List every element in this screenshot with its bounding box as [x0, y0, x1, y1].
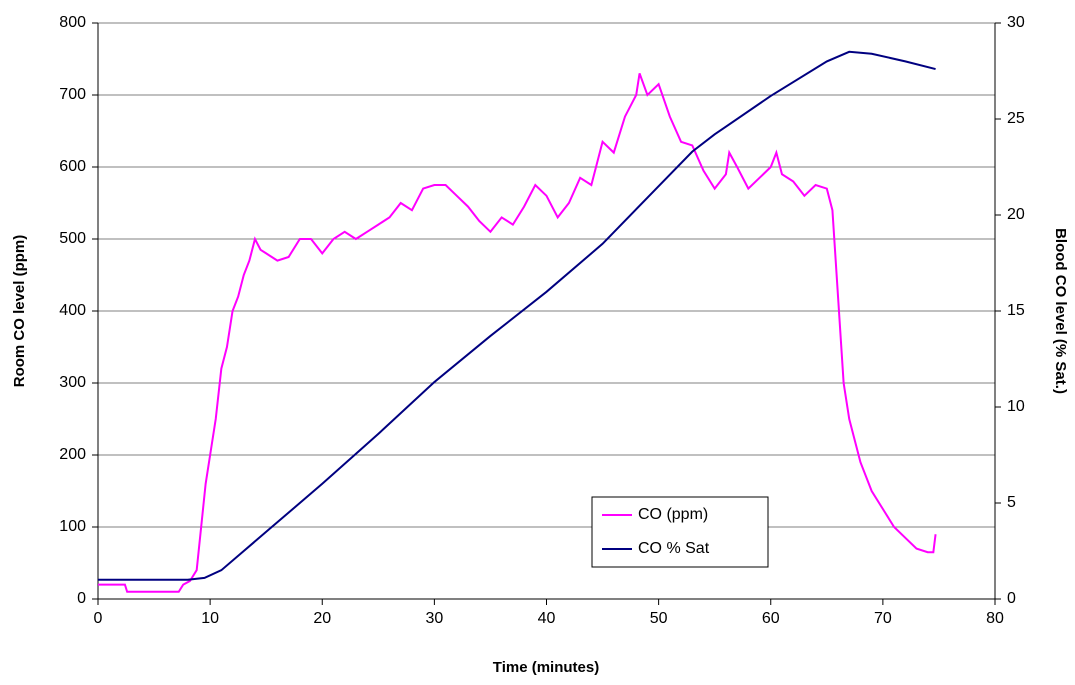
- y-tick-label: 800: [59, 14, 86, 31]
- y2-axis-title: Blood CO level (% Sat.): [1052, 228, 1069, 394]
- y-tick-label: 100: [59, 518, 86, 535]
- y2-tick-label: 25: [1007, 110, 1025, 127]
- y2-tick-label: 15: [1007, 302, 1025, 319]
- y2-tick-label: 0: [1007, 590, 1016, 607]
- y-tick-label: 300: [59, 374, 86, 391]
- y2-tick-label: 5: [1007, 494, 1016, 511]
- y-tick-label: 0: [77, 590, 86, 607]
- y2-tick-label: 20: [1007, 206, 1025, 223]
- y2-tick-label: 10: [1007, 398, 1025, 415]
- y-tick-label: 700: [59, 86, 86, 103]
- y-tick-label: 600: [59, 158, 86, 175]
- x-tick-label: 10: [201, 610, 219, 627]
- y-tick-label: 400: [59, 302, 86, 319]
- x-tick-label: 0: [94, 610, 103, 627]
- x-axis-title: Time (minutes): [493, 659, 599, 676]
- x-tick-label: 80: [986, 610, 1004, 627]
- x-tick-label: 60: [762, 610, 780, 627]
- x-tick-label: 50: [650, 610, 668, 627]
- y-axis-title: Room CO level (ppm): [11, 235, 28, 388]
- y-tick-label: 500: [59, 230, 86, 247]
- x-tick-label: 20: [313, 610, 331, 627]
- x-tick-label: 40: [538, 610, 556, 627]
- y-tick-label: 200: [59, 446, 86, 463]
- x-tick-label: 30: [425, 610, 443, 627]
- y2-tick-label: 30: [1007, 14, 1025, 31]
- data-line: [98, 50, 936, 581]
- x-tick-label: 70: [874, 610, 892, 627]
- legend-label: CO % Sat: [638, 540, 710, 557]
- data-line: [98, 73, 937, 593]
- legend-label: CO (ppm): [638, 506, 708, 523]
- legend-box: [591, 496, 769, 568]
